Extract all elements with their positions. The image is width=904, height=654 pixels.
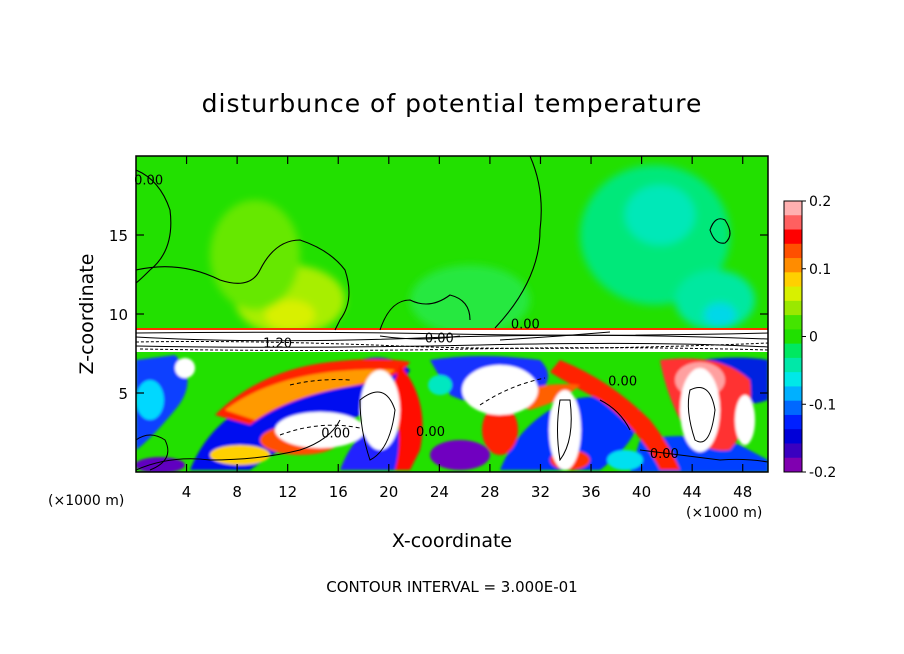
colorbar-swatch [784, 429, 802, 444]
colorbar-swatch [784, 286, 802, 302]
x-tick-label: 32 [531, 483, 550, 501]
saturated-region [680, 368, 720, 452]
colorbar-swatch [784, 386, 802, 402]
x-unit-right: (×1000 m) [686, 505, 762, 521]
colorbar-swatch [784, 243, 802, 259]
colorbar-swatch [784, 315, 802, 330]
zero-contour [494, 156, 542, 329]
contour-label: 0.00 [511, 317, 540, 332]
zero-contour [136, 169, 172, 284]
saturated-region [462, 365, 538, 415]
cold-eddy [430, 440, 490, 470]
colorbar-swatch [784, 443, 802, 459]
colorbar-swatch [784, 215, 802, 231]
x-axis: 4 8 12 16 20 24 28 32 36 40 44 48 [182, 156, 752, 501]
saturated-region [175, 358, 195, 378]
warm-eddy [550, 360, 680, 470]
colorbar-swatch [784, 229, 802, 245]
y-tick-label: 10 [109, 306, 128, 324]
zero-contour [136, 239, 350, 331]
colorbar-swatch [784, 300, 802, 316]
x-tick-label: 44 [683, 483, 702, 501]
contour-label: 1.20 [263, 336, 292, 351]
warm-eddy [210, 445, 270, 465]
colorbar-tick-label: 0 [809, 330, 818, 346]
cool-patch [136, 380, 164, 420]
contour-label: 0.00 [416, 425, 445, 440]
y-axis: 5 10 15 [109, 227, 768, 403]
colorbar-swatch [784, 400, 802, 416]
cool-anomaly [625, 185, 695, 245]
cool-anomaly [410, 265, 530, 335]
x-tick-label: 16 [329, 483, 348, 501]
y-tick-label: 15 [109, 227, 128, 245]
cool-patch [607, 450, 643, 470]
colorbar-tick-label: 0.2 [809, 194, 831, 210]
y-tick-label: 5 [118, 385, 128, 403]
contour-labels: 0.00 0.00 1.20 0.00 0.00 0.00 0.00 0.00 [134, 174, 679, 462]
contour-interval-note: CONTOUR INTERVAL = 3.000E-01 [326, 578, 577, 596]
chart-title: disturbunce of potential temperature [202, 89, 703, 118]
temperature-field [136, 156, 768, 472]
contour-label: 0.00 [650, 447, 679, 462]
contour-label: 0.00 [321, 427, 350, 442]
colorbar-swatch [784, 372, 802, 387]
zero-contour [709, 218, 731, 244]
zero-contour [379, 294, 471, 331]
colorbar: 0.2 0.1 0 -0.1 -0.2 [783, 194, 836, 481]
y-axis-label: Z-coordinate [76, 254, 98, 375]
x-tick-label: 48 [733, 483, 752, 501]
saturated-region [549, 390, 581, 470]
warm-anomaly [210, 200, 300, 310]
contour-label: 0.00 [425, 332, 454, 347]
colorbar-tick-label: -0.2 [809, 465, 836, 481]
x-axis-label: X-coordinate [392, 530, 512, 552]
colorbar-tick-label: 0.1 [809, 262, 831, 278]
contour-label: 0.00 [608, 374, 637, 389]
warm-eddy [390, 365, 423, 470]
x-tick-label: 12 [278, 483, 297, 501]
warm-eddy [225, 369, 395, 420]
x-tick-label: 40 [632, 483, 651, 501]
warm-anomaly [265, 300, 315, 330]
x-unit-left: (×1000 m) [48, 493, 124, 509]
x-tick-label: 36 [581, 483, 600, 501]
colorbar-swatch [784, 457, 802, 473]
x-tick-label: 4 [182, 483, 192, 501]
colorbar-swatch [784, 414, 802, 430]
saturated-region [275, 412, 365, 448]
colorbar-swatch [784, 258, 802, 273]
colorbar-swatch [784, 329, 802, 345]
warm-eddy [482, 405, 518, 455]
colorbar-tick-label: -0.1 [809, 397, 836, 413]
cool-patch [428, 375, 452, 395]
colorbar-swatch [784, 343, 802, 359]
x-tick-label: 24 [430, 483, 449, 501]
cool-anomaly [704, 303, 736, 327]
x-tick-label: 20 [379, 483, 398, 501]
saturated-region [360, 370, 400, 450]
contour-label: 0.00 [134, 174, 163, 189]
saturated-region [735, 395, 755, 445]
colorbar-swatch [784, 201, 802, 216]
colorbar-swatch [784, 357, 802, 373]
x-tick-label: 28 [480, 483, 499, 501]
x-tick-label: 8 [232, 483, 242, 501]
colorbar-swatch [784, 272, 802, 288]
